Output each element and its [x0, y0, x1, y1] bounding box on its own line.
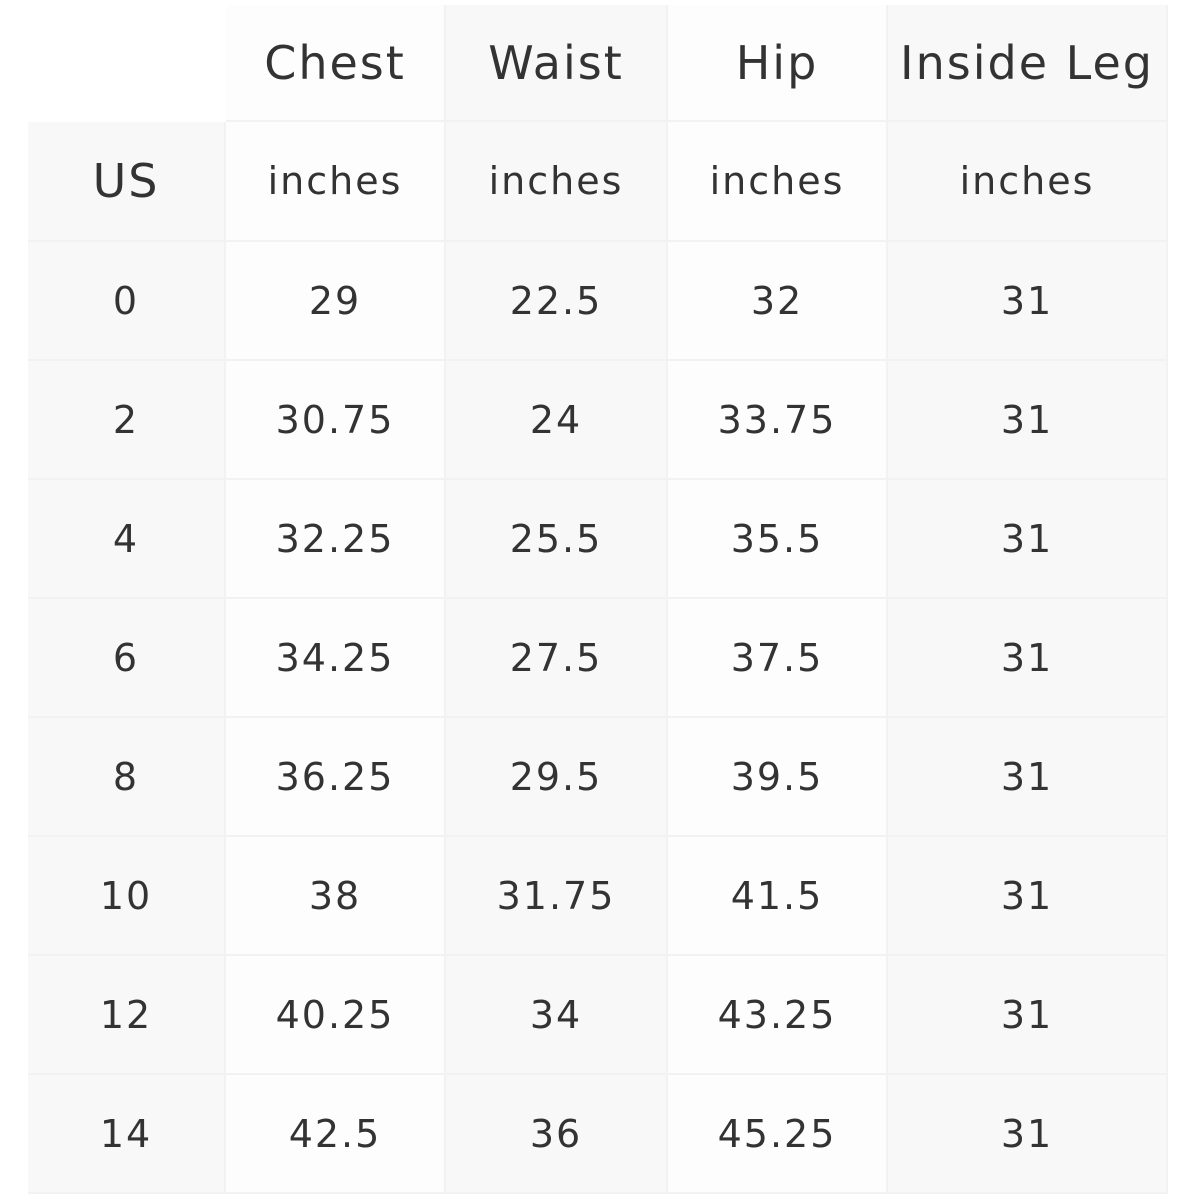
- cell-waist: 27.5: [446, 599, 668, 718]
- cell-hip: 45.25: [668, 1075, 888, 1194]
- cell-waist: 36: [446, 1075, 668, 1194]
- cell-chest: 30.75: [226, 361, 446, 480]
- size-system-label: US: [28, 122, 226, 242]
- unit-label-waist: inches: [446, 122, 668, 242]
- cell-size: 8: [28, 718, 226, 837]
- cell-inside-leg: 31: [888, 956, 1168, 1075]
- column-header-hip: Hip: [668, 5, 888, 122]
- unit-label-chest: inches: [226, 122, 446, 242]
- cell-inside-leg: 31: [888, 361, 1168, 480]
- cell-inside-leg: 31: [888, 718, 1168, 837]
- cell-hip: 43.25: [668, 956, 888, 1075]
- column-header-waist: Waist: [446, 5, 668, 122]
- cell-waist: 25.5: [446, 480, 668, 599]
- cell-inside-leg: 31: [888, 837, 1168, 956]
- cell-waist: 22.5: [446, 242, 668, 361]
- empty-corner-cell: [28, 5, 226, 122]
- cell-hip: 39.5: [668, 718, 888, 837]
- cell-inside-leg: 31: [888, 480, 1168, 599]
- cell-chest: 42.5: [226, 1075, 446, 1194]
- cell-size: 6: [28, 599, 226, 718]
- cell-size: 10: [28, 837, 226, 956]
- column-header-inside-leg: Inside Leg: [888, 5, 1168, 122]
- cell-size: 4: [28, 480, 226, 599]
- cell-chest: 36.25: [226, 718, 446, 837]
- cell-size: 2: [28, 361, 226, 480]
- cell-chest: 32.25: [226, 480, 446, 599]
- cell-hip: 37.5: [668, 599, 888, 718]
- cell-hip: 35.5: [668, 480, 888, 599]
- cell-inside-leg: 31: [888, 242, 1168, 361]
- cell-chest: 38: [226, 837, 446, 956]
- cell-inside-leg: 31: [888, 599, 1168, 718]
- cell-hip: 33.75: [668, 361, 888, 480]
- cell-waist: 34: [446, 956, 668, 1075]
- unit-label-hip: inches: [668, 122, 888, 242]
- cell-inside-leg: 31: [888, 1075, 1168, 1194]
- cell-size: 14: [28, 1075, 226, 1194]
- unit-label-inside-leg: inches: [888, 122, 1168, 242]
- column-header-chest: Chest: [226, 5, 446, 122]
- size-chart-table: Chest Waist Hip Inside Leg US inches inches inc…: [28, 5, 1168, 1194]
- cell-chest: 40.25: [226, 956, 446, 1075]
- cell-chest: 29: [226, 242, 446, 361]
- cell-hip: 32: [668, 242, 888, 361]
- cell-waist: 31.75: [446, 837, 668, 956]
- cell-chest: 34.25: [226, 599, 446, 718]
- cell-size: 0: [28, 242, 226, 361]
- cell-waist: 29.5: [446, 718, 668, 837]
- cell-hip: 41.5: [668, 837, 888, 956]
- cell-waist: 24: [446, 361, 668, 480]
- cell-size: 12: [28, 956, 226, 1075]
